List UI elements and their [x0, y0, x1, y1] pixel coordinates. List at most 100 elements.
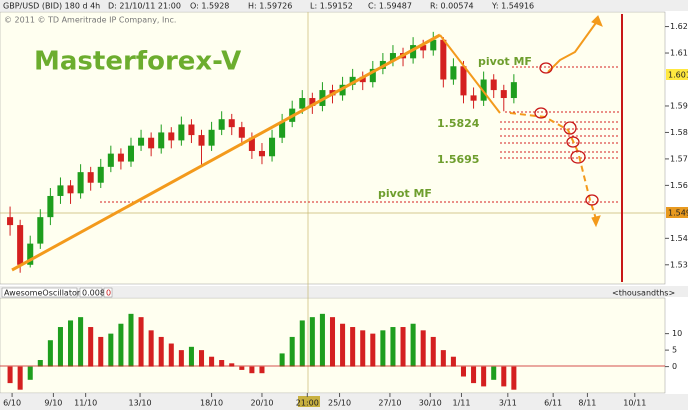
candle-body [198, 135, 205, 146]
high: H: 1.59726 [248, 2, 292, 11]
candle-body [490, 79, 497, 91]
candle-body [389, 53, 396, 61]
x-tick-label: 10/11 [623, 399, 646, 408]
y-tick-label: 1.53 [670, 260, 688, 269]
x-tick-label: 30/10 [419, 399, 442, 408]
candle-body [228, 119, 235, 128]
candle-body [369, 68, 376, 83]
candle-body [87, 172, 94, 183]
bar [198, 350, 205, 367]
indicator-value: 0.0084 [82, 289, 110, 298]
bar [420, 330, 426, 367]
marks [7, 31, 517, 390]
bar [118, 323, 124, 367]
bar [78, 317, 84, 367]
y-tick-label: 1.54 [670, 234, 688, 243]
x-tick-label: 13/10 [129, 399, 152, 408]
bar [481, 366, 487, 387]
bar [289, 336, 295, 367]
candle-body [349, 76, 356, 85]
bar [209, 356, 215, 367]
annotation: 1.5695 [437, 153, 479, 166]
x-tick-label: 9/10 [44, 399, 62, 408]
x-tick-label: 20/10 [250, 399, 273, 408]
price-label: 1.601 [668, 71, 688, 80]
bar [319, 313, 325, 367]
indicator-name: AwesomeOscillator [4, 289, 81, 298]
crosshair-date-box [298, 396, 320, 407]
candle-body [238, 127, 245, 138]
candle-body [17, 225, 24, 265]
x-tick-label: 18/10 [200, 399, 223, 408]
bar [370, 333, 376, 367]
candle-body [208, 129, 215, 146]
bar [249, 366, 255, 374]
indicator-box [79, 287, 103, 298]
candle-body [269, 137, 276, 157]
bar [219, 360, 225, 367]
bar [410, 323, 416, 367]
bar [430, 336, 436, 367]
bar [491, 366, 497, 380]
x-tick-label: 1/11 [452, 399, 470, 408]
bar [309, 317, 315, 367]
bar [239, 366, 245, 370]
y-tick-label: 1.56 [670, 181, 688, 190]
bar [400, 327, 406, 367]
y-tick-label: 1.61 [670, 49, 688, 58]
candle-body [107, 153, 114, 167]
bar [360, 330, 366, 367]
unit-label: <thousandths> [612, 289, 675, 298]
x-tick-label: 8/11 [578, 399, 596, 408]
levels [100, 66, 620, 203]
bar [471, 366, 477, 384]
annotation: 1.5824 [437, 117, 480, 130]
bar [229, 363, 235, 367]
y-tick-label: 1.62 [670, 22, 688, 31]
candle-body [510, 82, 517, 99]
bar [440, 350, 446, 367]
y-tick-label: 5 [672, 346, 677, 355]
candle-body [148, 137, 155, 149]
candle-body [410, 45, 417, 59]
candle-body [117, 153, 124, 162]
indicator-box [103, 287, 113, 298]
range: R: 0.00574 [430, 2, 474, 11]
candle-body [138, 137, 145, 146]
symbol: GBP/USD (BID) 180 d 4h [3, 2, 100, 11]
price-label-box [666, 69, 688, 80]
circles [534, 62, 599, 206]
candle-body [470, 95, 477, 101]
candle-body [218, 119, 225, 130]
indicator-zero: 0 [106, 289, 111, 298]
bar [299, 320, 305, 367]
candle-body [47, 195, 54, 218]
price-label-box [666, 207, 688, 218]
x-axis-bar [0, 394, 688, 410]
y-value: Y: 1.54916 [491, 2, 534, 11]
x-tick-label: 21:00 [296, 399, 319, 408]
y-tick-label: 1.59 [670, 101, 688, 110]
bar [340, 323, 346, 367]
bar [37, 360, 43, 367]
low: L: 1.59152 [310, 2, 353, 11]
candle-body [359, 76, 366, 83]
bar [329, 317, 336, 367]
date: D: 21/10/11 21:00 [108, 2, 181, 11]
bar [178, 350, 184, 367]
candle-body [27, 243, 34, 265]
x-tick-label: 6/11 [544, 399, 562, 408]
bar [279, 353, 285, 367]
copyright: © 2011 © TD Ameritrade IP Company, Inc. [4, 16, 176, 25]
candle-body [57, 185, 64, 196]
candle-body [299, 98, 306, 109]
x-tick-label: 27/10 [378, 399, 401, 408]
candle-body [500, 90, 507, 99]
bar [380, 330, 386, 367]
bar [88, 327, 94, 367]
close: C: 1.59487 [368, 2, 412, 11]
candle-body [97, 166, 104, 183]
candle-body [37, 217, 44, 244]
bar [501, 366, 507, 387]
